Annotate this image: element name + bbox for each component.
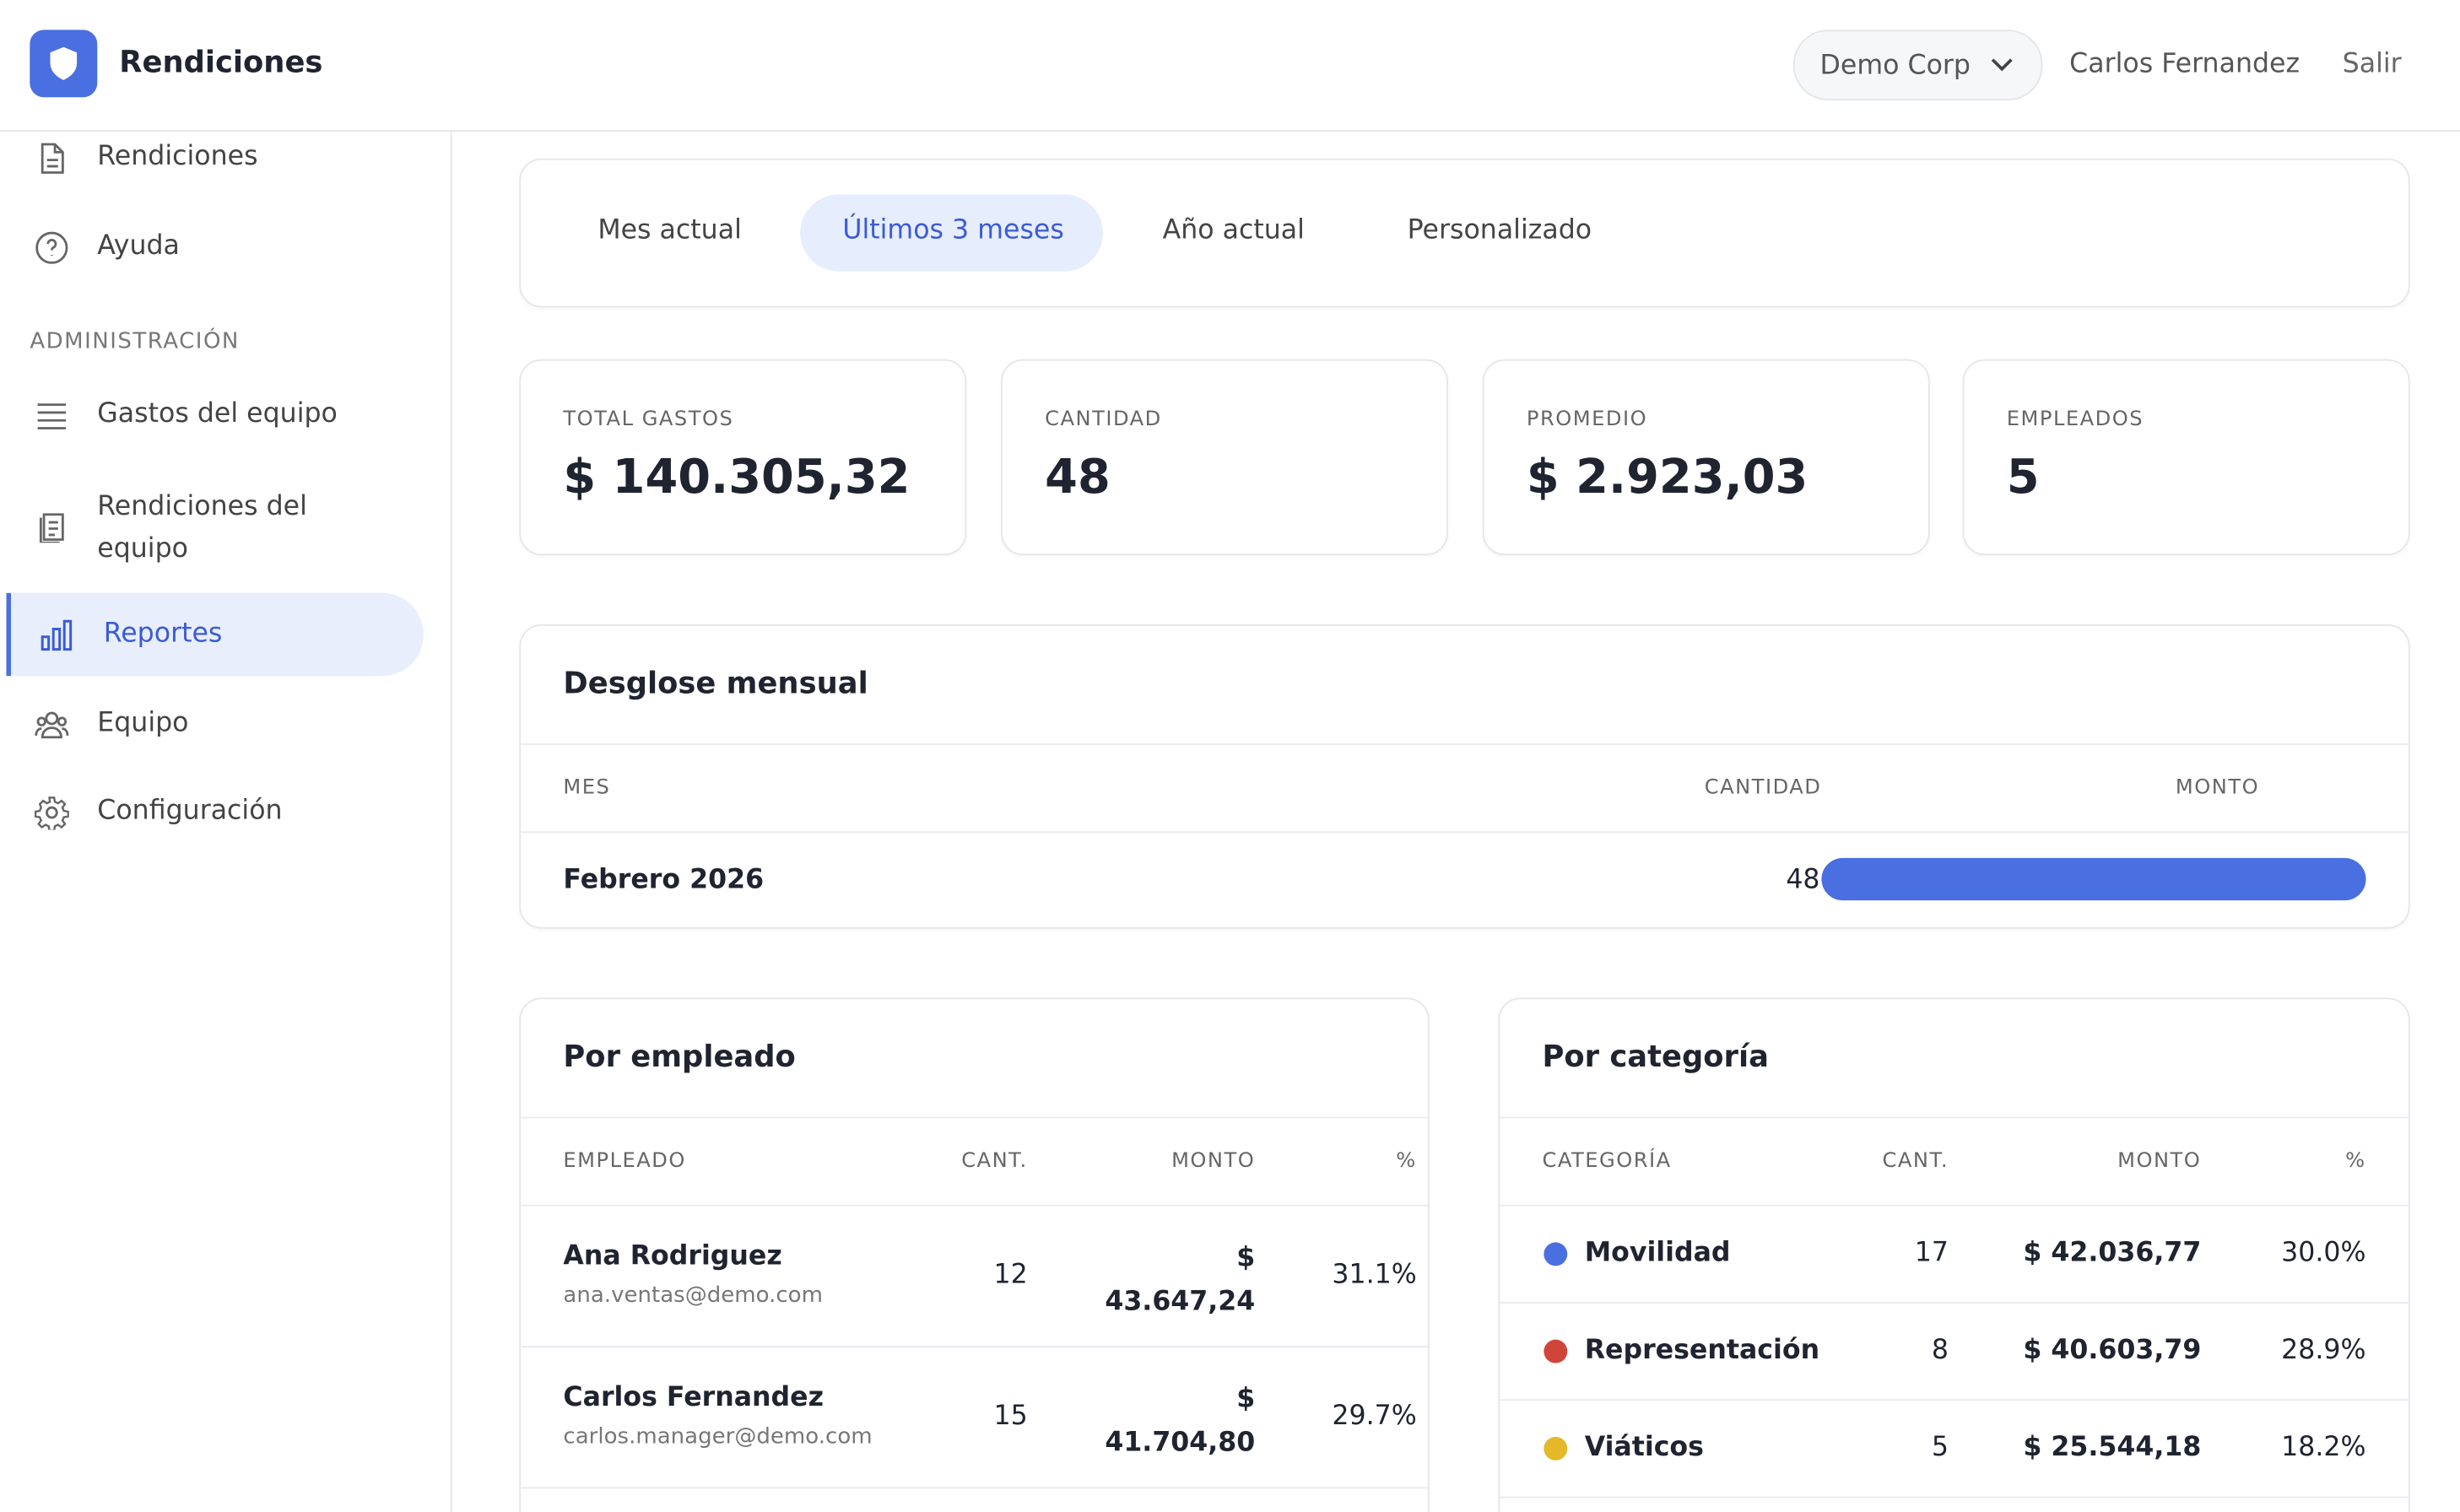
- divider: [1500, 1302, 2409, 1304]
- column-header: CANT.: [1882, 1149, 1949, 1174]
- nav-item[interactable]: Equipo: [97, 707, 189, 739]
- category-name: Representación: [1584, 1335, 1820, 1367]
- divider: [1500, 1204, 2409, 1207]
- column-header: CANTIDAD: [1704, 776, 1822, 801]
- section-label: ADMINISTRACIÓN: [30, 329, 240, 355]
- employee-pct: 31.1%: [1332, 1259, 1417, 1292]
- tab[interactable]: Mes actual: [597, 214, 742, 246]
- employee-amount: $ 41.704,80: [1105, 1383, 1256, 1459]
- nav-item[interactable]: Rendiciones del equipo: [97, 490, 307, 565]
- category-amount: $ 40.603,79: [2023, 1335, 2202, 1367]
- tab-active[interactable]: Últimos 3 meses: [842, 214, 1064, 246]
- logo[interactable]: [30, 30, 98, 98]
- category-count: 5: [1931, 1432, 1949, 1464]
- icon: [39, 513, 64, 543]
- monthly-card: Desglose mensual MES CANTIDAD MONTO Febrero …: [519, 624, 2410, 929]
- category-pct: 30.0%: [2281, 1237, 2366, 1270]
- column-header: MES: [563, 776, 611, 801]
- divider: [521, 743, 2409, 746]
- icon: [34, 796, 69, 830]
- employee-email: carlos.manager@demo.com: [563, 1424, 873, 1450]
- category-count: 17: [1914, 1237, 1949, 1270]
- category-pct: 18.2%: [2281, 1432, 2366, 1464]
- nav-item-active[interactable]: Reportes: [103, 618, 223, 650]
- category-amount: $ 25.544,18: [2023, 1432, 2202, 1464]
- month: Febrero 2026: [563, 864, 765, 896]
- divider: [521, 1204, 1428, 1207]
- stat-value: $ 2.923,03: [1526, 450, 1809, 505]
- category-card: Por categoría CATEGORÍA CANT. MONTO% Movilid…: [1498, 997, 2410, 1512]
- stat-card: PROMEDIO $ 2.923,03: [1482, 359, 1930, 556]
- icon: [35, 231, 68, 264]
- month-count: 48: [1786, 864, 1820, 896]
- stat-value: 48: [1045, 450, 1111, 505]
- tab[interactable]: Personalizado: [1407, 214, 1592, 246]
- brand: Rendiciones: [119, 45, 323, 80]
- employee-pct: 29.7%: [1332, 1401, 1417, 1433]
- column-header: %: [2345, 1149, 2366, 1174]
- icon: [37, 403, 67, 429]
- column-header: MONTO: [2175, 776, 2260, 801]
- card-title: Por empleado: [563, 1040, 796, 1075]
- stat-card: CANTIDAD 48: [1001, 359, 1448, 556]
- divider: [1500, 1399, 2409, 1401]
- icon: [41, 143, 64, 174]
- employee-amount: $ 43.647,24: [1105, 1242, 1256, 1318]
- top-bar: [0, 0, 2460, 132]
- tab-active-bg: [800, 194, 1103, 272]
- org-name: Demo Corp: [1819, 50, 1971, 82]
- employee-count: 12: [993, 1259, 1028, 1292]
- divider: [1500, 1116, 2409, 1119]
- divider: [521, 1116, 1428, 1119]
- category-amount: $ 42.036,77: [2023, 1237, 2202, 1270]
- period-tabs: Mes actual Últimos 3 meses Año actual Perso…: [519, 158, 2410, 308]
- stat-label: TOTAL GASTOS: [563, 408, 734, 432]
- column-header: EMPLEADO: [563, 1149, 686, 1174]
- category-dot: [1544, 1339, 1568, 1364]
- column-header: CATEGORÍA: [1542, 1149, 1672, 1174]
- employee-name: Ana Rodriguez: [563, 1240, 782, 1272]
- column-header: CANT.: [961, 1149, 1028, 1174]
- employee-email: ana.ventas@demo.com: [563, 1282, 823, 1309]
- divider: [521, 1346, 1428, 1347]
- category-name: Movilidad: [1584, 1237, 1731, 1270]
- stat-value: 5: [2006, 450, 2040, 505]
- nav-item[interactable]: Rendiciones: [97, 141, 258, 173]
- stat-label: PROMEDIO: [1526, 408, 1648, 432]
- stat-value: $ 140.305,32: [563, 450, 911, 505]
- logout[interactable]: Salir: [2342, 48, 2402, 80]
- employee-name: Carlos Fernandez: [563, 1381, 824, 1414]
- category-count: 8: [1931, 1335, 1949, 1367]
- column-header: MONTO: [2117, 1149, 2202, 1174]
- org-select[interactable]: Demo Corp: [1792, 30, 2043, 100]
- column-header: MONTO: [1171, 1149, 1256, 1174]
- stat-label: CANTIDAD: [1045, 408, 1162, 432]
- tab[interactable]: Año actual: [1162, 214, 1305, 246]
- category-dot: [1544, 1242, 1568, 1266]
- stat-label: EMPLEADOS: [2006, 408, 2144, 432]
- icon: [35, 711, 69, 739]
- icon: [41, 619, 73, 651]
- category-pct: 28.9%: [2281, 1335, 2366, 1367]
- column-header: %: [1396, 1149, 1417, 1174]
- category-dot: [1544, 1436, 1568, 1461]
- employee-card: Por empleado EMPLEADO CANT. MONTO% Ana Rodri…: [519, 997, 1430, 1512]
- month-bar: [1821, 857, 2366, 901]
- stat-card: TOTAL GASTOS $ 140.305,32: [519, 359, 967, 556]
- nav-item[interactable]: Gastos del equipo: [97, 398, 338, 430]
- divider: [521, 1487, 1428, 1489]
- card-title: Por categoría: [1542, 1040, 1769, 1075]
- card-title: Desglose mensual: [563, 667, 868, 702]
- active-nav-bg: [6, 592, 424, 677]
- nav-item[interactable]: Ayuda: [97, 230, 180, 262]
- nav-item[interactable]: Configuración: [97, 795, 283, 827]
- category-name: Viáticos: [1584, 1432, 1704, 1464]
- sidebar: [0, 132, 452, 1512]
- employee-count: 15: [993, 1401, 1028, 1433]
- user-name[interactable]: Carlos Fernandez: [2069, 48, 2301, 80]
- divider: [521, 831, 2409, 834]
- divider: [1500, 1496, 2409, 1498]
- stat-card: EMPLEADOS 5: [1962, 359, 2410, 556]
